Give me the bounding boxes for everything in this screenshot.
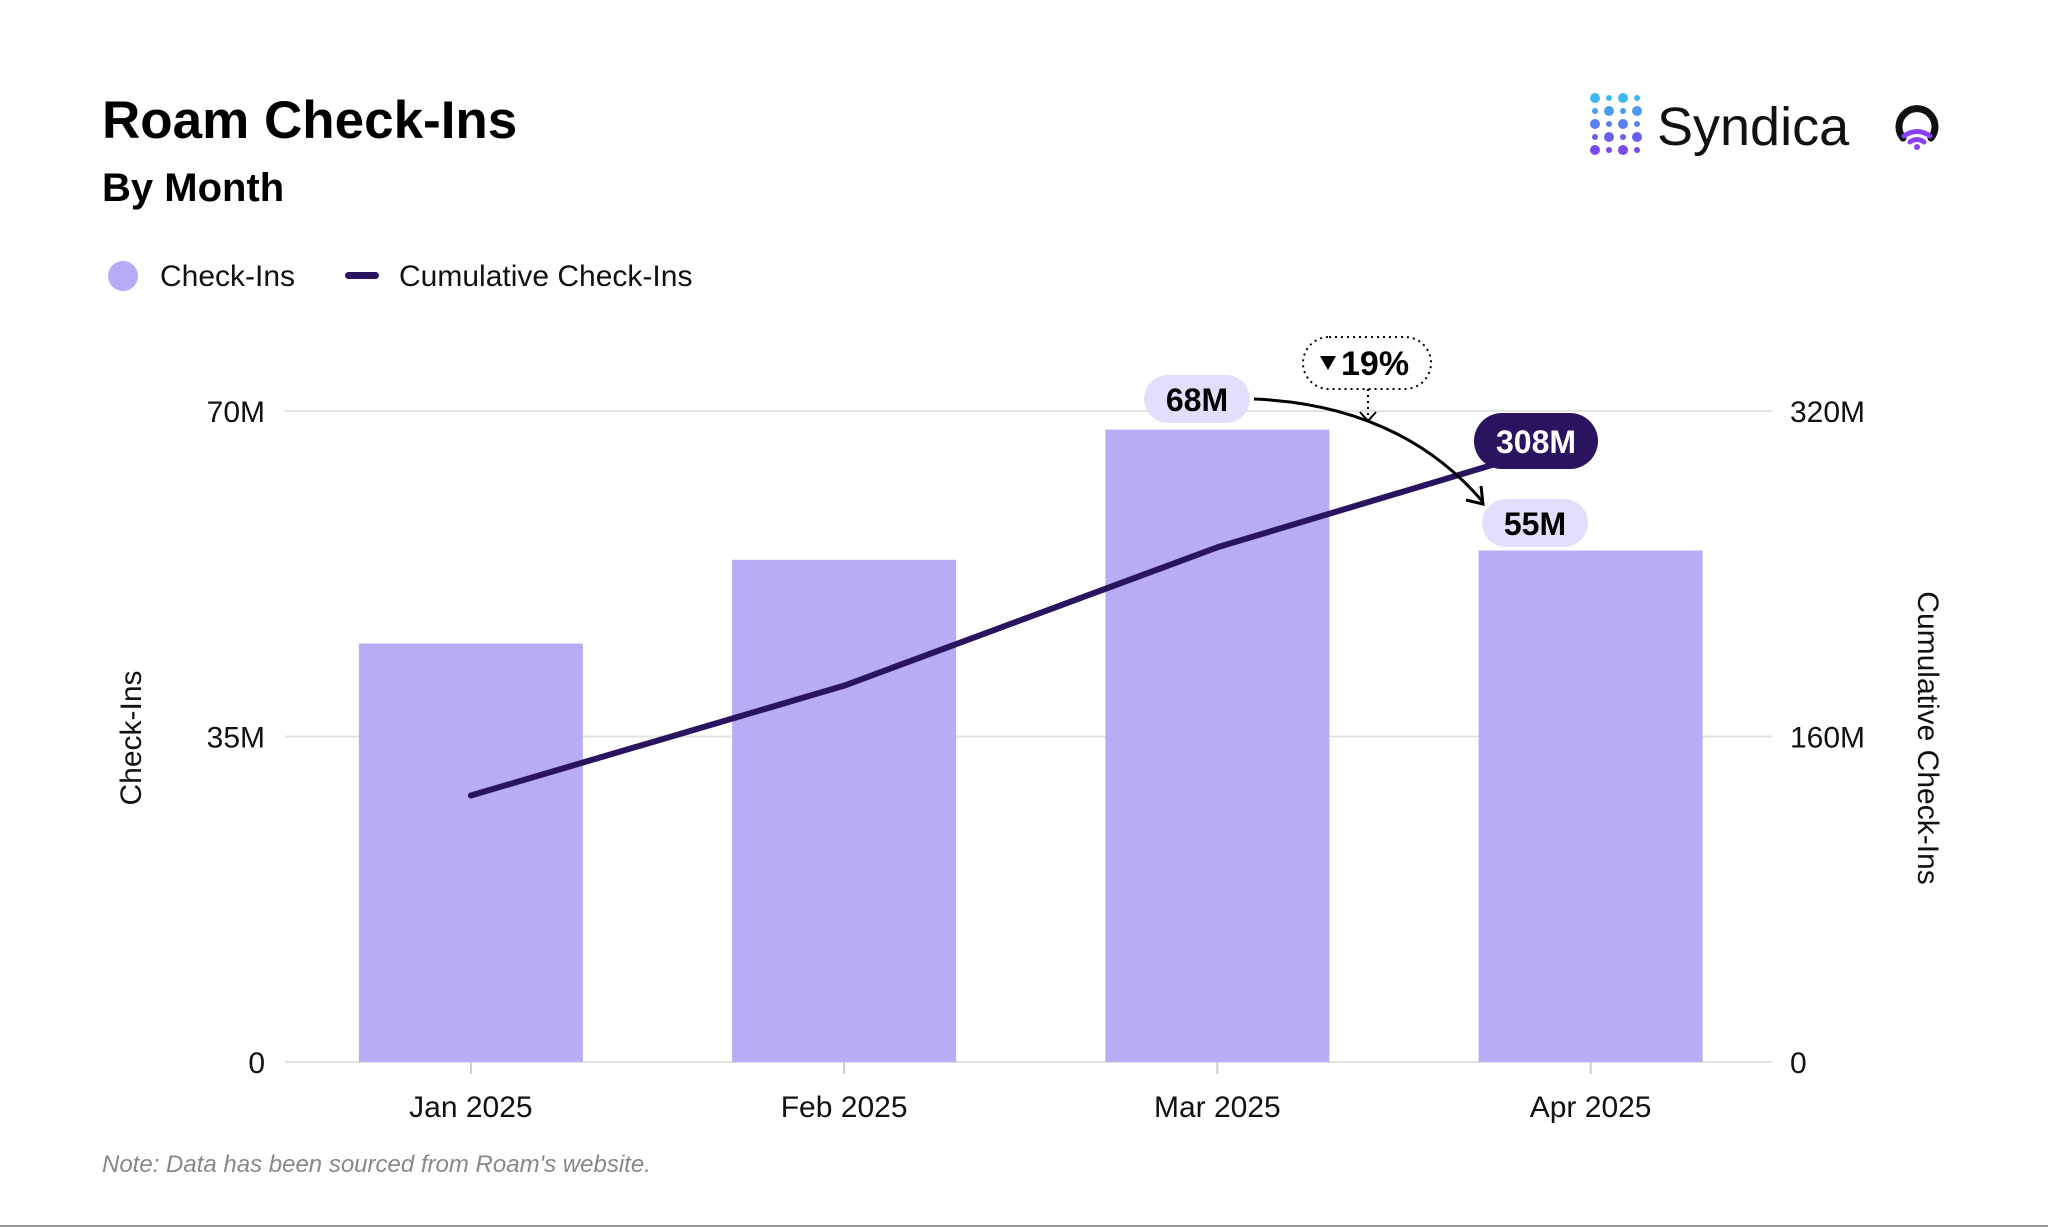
left-axis-label: Check-Ins bbox=[115, 670, 148, 805]
change-arrow bbox=[1253, 397, 1485, 503]
svg-text:68M: 68M bbox=[1166, 382, 1228, 418]
logo-dot bbox=[1634, 147, 1640, 153]
change-value: 19% bbox=[1341, 345, 1409, 383]
logo-dot bbox=[1606, 95, 1612, 101]
logo-dot bbox=[1604, 132, 1614, 142]
down-triangle-icon bbox=[1320, 356, 1336, 370]
cumulative-value-label: 308M bbox=[1474, 413, 1598, 469]
chart-subtitle: By Month bbox=[102, 166, 284, 210]
left-tick-label: 35M bbox=[207, 722, 265, 755]
svg-text:55M: 55M bbox=[1504, 506, 1566, 542]
source-note: Note: Data has been sourced from Roam's … bbox=[102, 1151, 651, 1178]
x-tick-label: Jan 2025 bbox=[409, 1091, 532, 1124]
logo-dot bbox=[1590, 119, 1600, 129]
logo-dot bbox=[1618, 145, 1628, 155]
logo-dot bbox=[1604, 106, 1614, 116]
logo-dot bbox=[1606, 147, 1612, 153]
syndica-logo-icon bbox=[1590, 93, 1642, 155]
chart-title: Roam Check-Ins bbox=[102, 91, 517, 150]
right-axis-label: Cumulative Check-Ins bbox=[1911, 591, 1944, 884]
logo-dot bbox=[1590, 93, 1600, 103]
bar-mar-2025 bbox=[1105, 429, 1330, 1063]
right-tick-label: 160M bbox=[1790, 722, 1865, 755]
logo-dot bbox=[1618, 119, 1628, 129]
legend-swatch-cumulative bbox=[345, 272, 379, 279]
apr-value-label: 55M bbox=[1482, 499, 1588, 547]
logo-dot bbox=[1634, 95, 1640, 101]
mar-value-label: 68M bbox=[1144, 375, 1250, 423]
right-tick-label: 0 bbox=[1790, 1047, 1807, 1080]
roam-logo-icon bbox=[1895, 105, 1939, 150]
left-tick-label: 0 bbox=[248, 1047, 265, 1080]
logo-dot bbox=[1590, 145, 1600, 155]
logo-dot bbox=[1592, 108, 1598, 114]
legend: Check-Ins Cumulative Check-Ins bbox=[108, 260, 692, 293]
legend-label-check-ins: Check-Ins bbox=[160, 260, 295, 293]
x-tick-label: Apr 2025 bbox=[1530, 1091, 1652, 1124]
logo-dot bbox=[1632, 106, 1642, 116]
logo-dot bbox=[1592, 134, 1598, 140]
logo-dot bbox=[1620, 134, 1626, 140]
svg-text:308M: 308M bbox=[1496, 424, 1576, 460]
bar-jan-2025 bbox=[358, 643, 583, 1062]
change-badge: 19% bbox=[1302, 336, 1432, 423]
bar-feb-2025 bbox=[732, 559, 957, 1062]
x-tick-label: Mar 2025 bbox=[1154, 1091, 1281, 1124]
logo-dot bbox=[1618, 93, 1628, 103]
cumulative-line bbox=[467, 432, 1594, 799]
right-tick-label: 320M bbox=[1790, 396, 1865, 429]
logo-dot bbox=[1634, 121, 1640, 127]
left-tick-label: 70M bbox=[207, 396, 265, 429]
bar-apr-2025 bbox=[1478, 550, 1703, 1062]
logo-dot bbox=[1606, 121, 1612, 127]
x-tick-label: Feb 2025 bbox=[781, 1091, 908, 1124]
brand-name: Syndica bbox=[1657, 97, 1850, 157]
change-arrow-head bbox=[1465, 485, 1485, 506]
legend-swatch-check-ins bbox=[108, 261, 138, 291]
logo-dot bbox=[1620, 108, 1626, 114]
logo-dot bbox=[1632, 132, 1642, 142]
legend-label-cumulative: Cumulative Check-Ins bbox=[399, 260, 692, 293]
